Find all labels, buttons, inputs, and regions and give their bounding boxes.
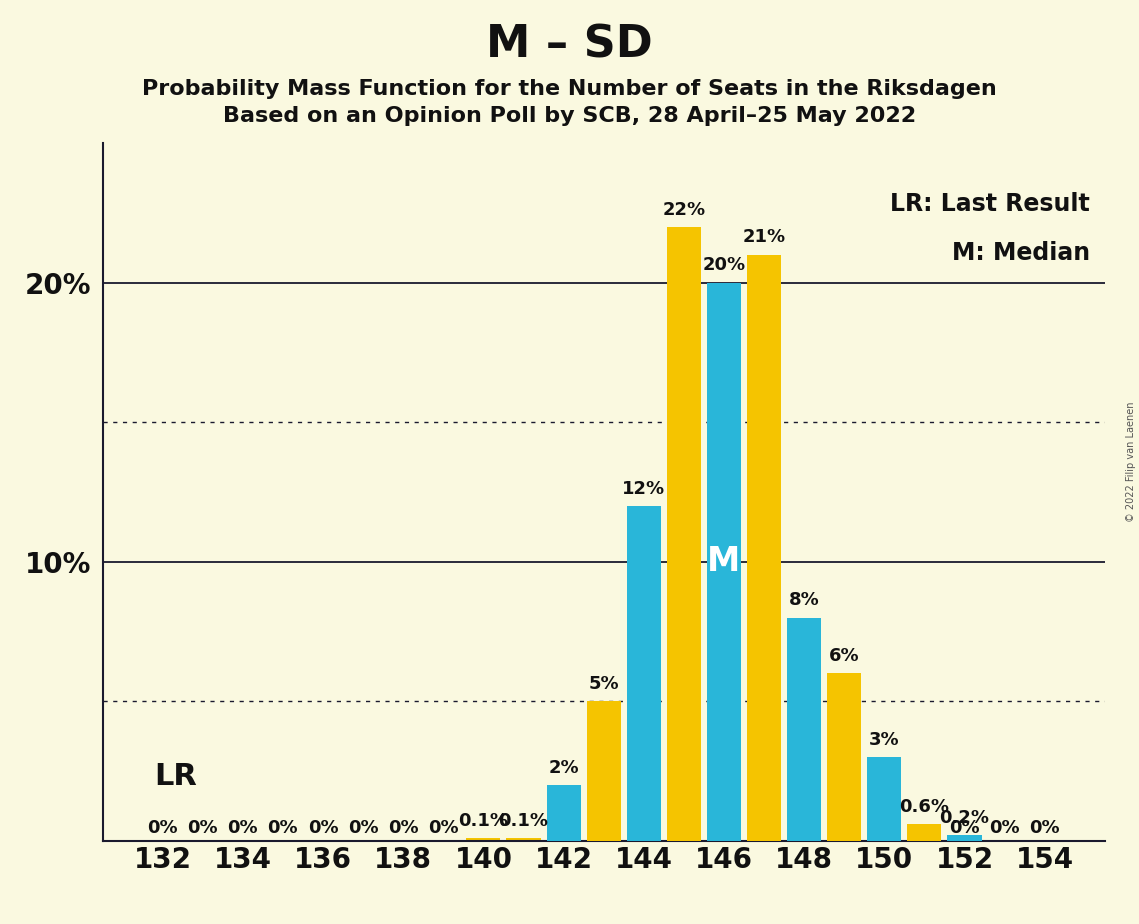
Bar: [466, 838, 500, 841]
Bar: [948, 835, 982, 841]
Text: 12%: 12%: [622, 480, 665, 498]
Text: 0.1%: 0.1%: [458, 811, 508, 830]
Bar: [507, 838, 541, 841]
Text: 22%: 22%: [662, 201, 705, 219]
Text: LR: LR: [155, 761, 197, 791]
Text: Probability Mass Function for the Number of Seats in the Riksdagen: Probability Mass Function for the Number…: [142, 79, 997, 99]
Text: 2%: 2%: [548, 759, 579, 777]
Text: Based on an Opinion Poll by SCB, 28 April–25 May 2022: Based on an Opinion Poll by SCB, 28 Apri…: [223, 106, 916, 127]
Bar: [626, 506, 661, 841]
Text: 0%: 0%: [268, 819, 298, 836]
Text: 0%: 0%: [147, 819, 178, 836]
Text: 20%: 20%: [703, 256, 746, 274]
Text: 5%: 5%: [589, 675, 618, 693]
Text: 0%: 0%: [228, 819, 259, 836]
Text: 3%: 3%: [869, 731, 900, 748]
Text: 8%: 8%: [789, 591, 819, 609]
Bar: [666, 227, 700, 841]
Bar: [867, 757, 901, 841]
Text: 0%: 0%: [949, 819, 980, 836]
Text: 6%: 6%: [829, 647, 860, 665]
Text: 0%: 0%: [188, 819, 218, 836]
Text: M: Median: M: Median: [952, 241, 1090, 265]
Text: 21%: 21%: [743, 228, 786, 247]
Text: 0%: 0%: [308, 819, 338, 836]
Bar: [587, 701, 621, 841]
Text: 0%: 0%: [347, 819, 378, 836]
Text: M – SD: M – SD: [486, 23, 653, 67]
Text: M: M: [707, 545, 740, 578]
Text: 0%: 0%: [1030, 819, 1060, 836]
Text: 0%: 0%: [388, 819, 418, 836]
Text: LR: Last Result: LR: Last Result: [890, 192, 1090, 216]
Text: 0.2%: 0.2%: [940, 808, 990, 827]
Bar: [827, 674, 861, 841]
Bar: [547, 785, 581, 841]
Text: 0.6%: 0.6%: [900, 797, 950, 816]
Bar: [747, 255, 781, 841]
Bar: [707, 283, 741, 841]
Text: 0%: 0%: [428, 819, 459, 836]
Text: 0.1%: 0.1%: [499, 811, 549, 830]
Bar: [787, 617, 821, 841]
Text: © 2022 Filip van Laenen: © 2022 Filip van Laenen: [1126, 402, 1136, 522]
Bar: [908, 824, 942, 841]
Text: 0%: 0%: [990, 819, 1019, 836]
